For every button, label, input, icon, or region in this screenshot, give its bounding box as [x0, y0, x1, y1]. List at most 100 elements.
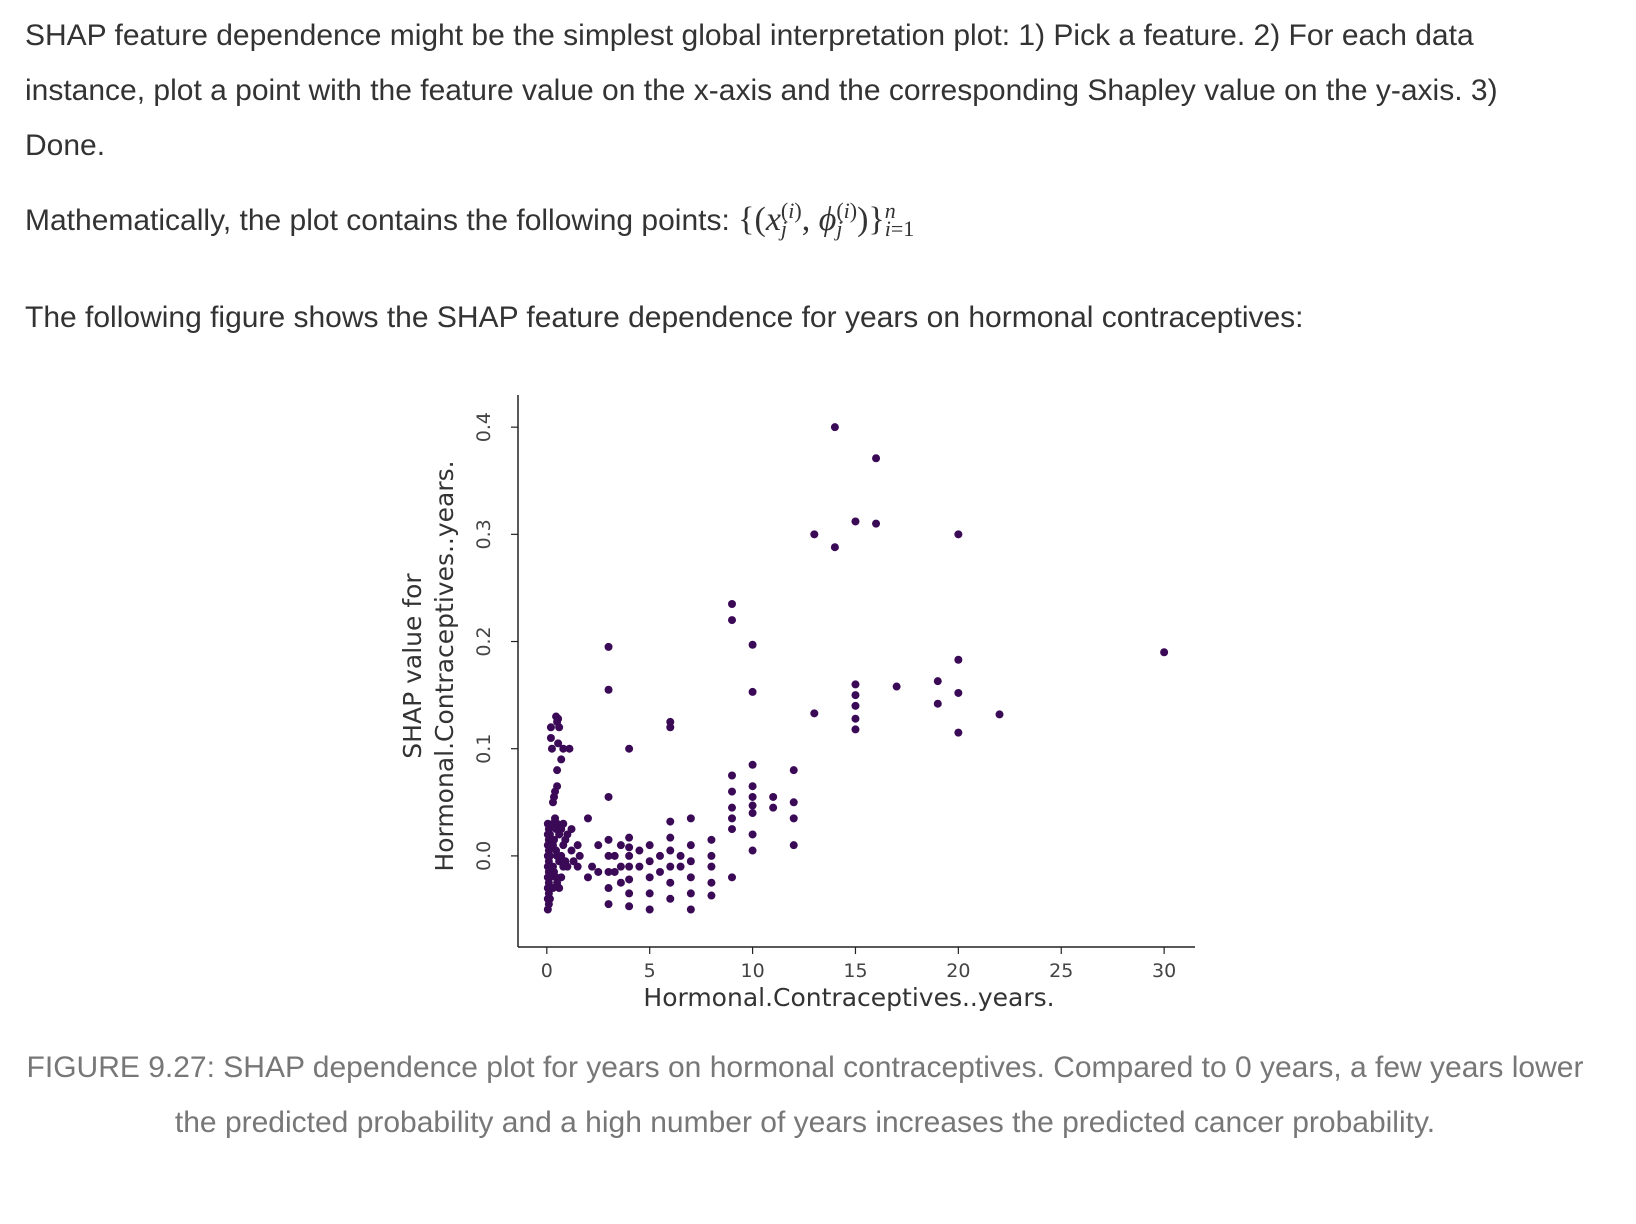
- data-point: [851, 691, 860, 700]
- x-tick-label: 30: [1152, 960, 1176, 982]
- data-point: [666, 723, 675, 732]
- data-point: [604, 884, 613, 893]
- data-point: [707, 878, 716, 887]
- data-point: [728, 616, 737, 625]
- data-point: [567, 825, 576, 834]
- data-point: [550, 835, 559, 844]
- math-lead-text: Mathematically, the plot contains the fo…: [25, 204, 730, 237]
- data-point: [594, 841, 603, 850]
- data-point: [563, 862, 572, 871]
- data-point: [554, 739, 563, 748]
- data-point: [686, 814, 695, 823]
- data-point: [686, 905, 695, 914]
- data-point: [769, 792, 778, 801]
- intro-paragraph: SHAP feature dependence might be the sim…: [25, 19, 1498, 162]
- data-point: [666, 894, 675, 903]
- data-point: [933, 699, 942, 708]
- y-tick-label: 0.2: [473, 626, 495, 656]
- data-point: [851, 714, 860, 723]
- data-point: [1160, 648, 1169, 657]
- y-tick-label: 0.3: [473, 519, 495, 549]
- y-tick-label: 0.0: [473, 841, 495, 871]
- y-axis-label-line1: SHAP value for: [398, 573, 427, 759]
- data-point: [554, 714, 563, 723]
- data-point: [625, 843, 634, 852]
- x-tick-label: 20: [946, 960, 970, 982]
- data-point: [604, 900, 613, 909]
- data-point: [573, 841, 582, 850]
- data-point: [686, 857, 695, 866]
- data-point: [625, 744, 634, 753]
- data-point: [707, 835, 716, 844]
- data-point: [655, 851, 664, 860]
- data-point: [635, 846, 644, 855]
- math-formula: {(x (i) j, ϕ (i) j)} n i=1: [738, 198, 915, 241]
- data-point: [954, 688, 963, 697]
- x-tick-label: 10: [740, 960, 764, 982]
- data-point: [559, 744, 568, 753]
- data-point: [553, 766, 562, 775]
- data-point: [666, 878, 675, 887]
- data-point: [851, 517, 860, 526]
- data-point: [645, 889, 654, 898]
- data-point: [666, 862, 675, 871]
- figure-caption: FIGURE 9.27: SHAP dependence plot for ye…: [26, 1051, 1584, 1139]
- data-point: [872, 454, 881, 463]
- data-point: [625, 902, 634, 911]
- data-point: [625, 862, 634, 871]
- data-point: [995, 710, 1004, 719]
- data-point: [728, 825, 737, 834]
- data-point: [748, 792, 757, 801]
- data-point: [559, 819, 568, 828]
- data-point: [557, 873, 566, 882]
- data-point: [555, 723, 564, 732]
- x-tick-label: 15: [843, 960, 867, 982]
- data-point: [625, 833, 634, 842]
- data-point: [851, 680, 860, 689]
- data-point: [954, 655, 963, 664]
- x-axis-ticks: 0 5 10 15 20 25 30: [541, 947, 1176, 982]
- data-point: [583, 814, 592, 823]
- data-point: [748, 846, 757, 855]
- data-point: [635, 862, 644, 871]
- data-point: [573, 862, 582, 871]
- data-point: [748, 809, 757, 818]
- data-point: [625, 889, 634, 898]
- x-tick-label: 0: [541, 960, 553, 982]
- data-point: [728, 814, 737, 823]
- data-point: [748, 640, 757, 649]
- scatter-points: [543, 423, 1169, 914]
- data-point: [666, 833, 675, 842]
- data-point: [666, 846, 675, 855]
- data-point: [610, 851, 619, 860]
- data-point: [892, 682, 901, 691]
- data-point: [610, 867, 619, 876]
- data-point: [604, 685, 613, 694]
- figure-intro-paragraph: The following figure shows the SHAP feat…: [25, 301, 1304, 334]
- y-axis-ticks: 0.0 0.1 0.2 0.3 0.4: [473, 412, 518, 871]
- data-point: [625, 875, 634, 884]
- data-point: [676, 851, 685, 860]
- data-point: [555, 884, 564, 893]
- data-point: [588, 862, 597, 871]
- data-point: [954, 530, 963, 539]
- data-point: [655, 867, 664, 876]
- data-point: [851, 725, 860, 734]
- data-point: [954, 728, 963, 737]
- data-point: [769, 803, 778, 812]
- shap-dependence-chart: 0.0 0.1 0.2 0.3 0.4 0 5 10 15 20 25 30 Hormonal.Co…: [398, 395, 1195, 1012]
- data-point: [625, 851, 634, 860]
- data-point: [789, 798, 798, 807]
- data-point: [567, 846, 576, 855]
- data-point: [748, 782, 757, 791]
- data-point: [789, 766, 798, 775]
- data-point: [789, 814, 798, 823]
- data-point: [728, 787, 737, 796]
- data-point: [604, 851, 613, 860]
- data-point: [594, 867, 603, 876]
- data-point: [645, 841, 654, 850]
- data-point: [616, 878, 625, 887]
- data-point: [645, 873, 654, 882]
- data-point: [616, 841, 625, 850]
- data-point: [547, 744, 556, 753]
